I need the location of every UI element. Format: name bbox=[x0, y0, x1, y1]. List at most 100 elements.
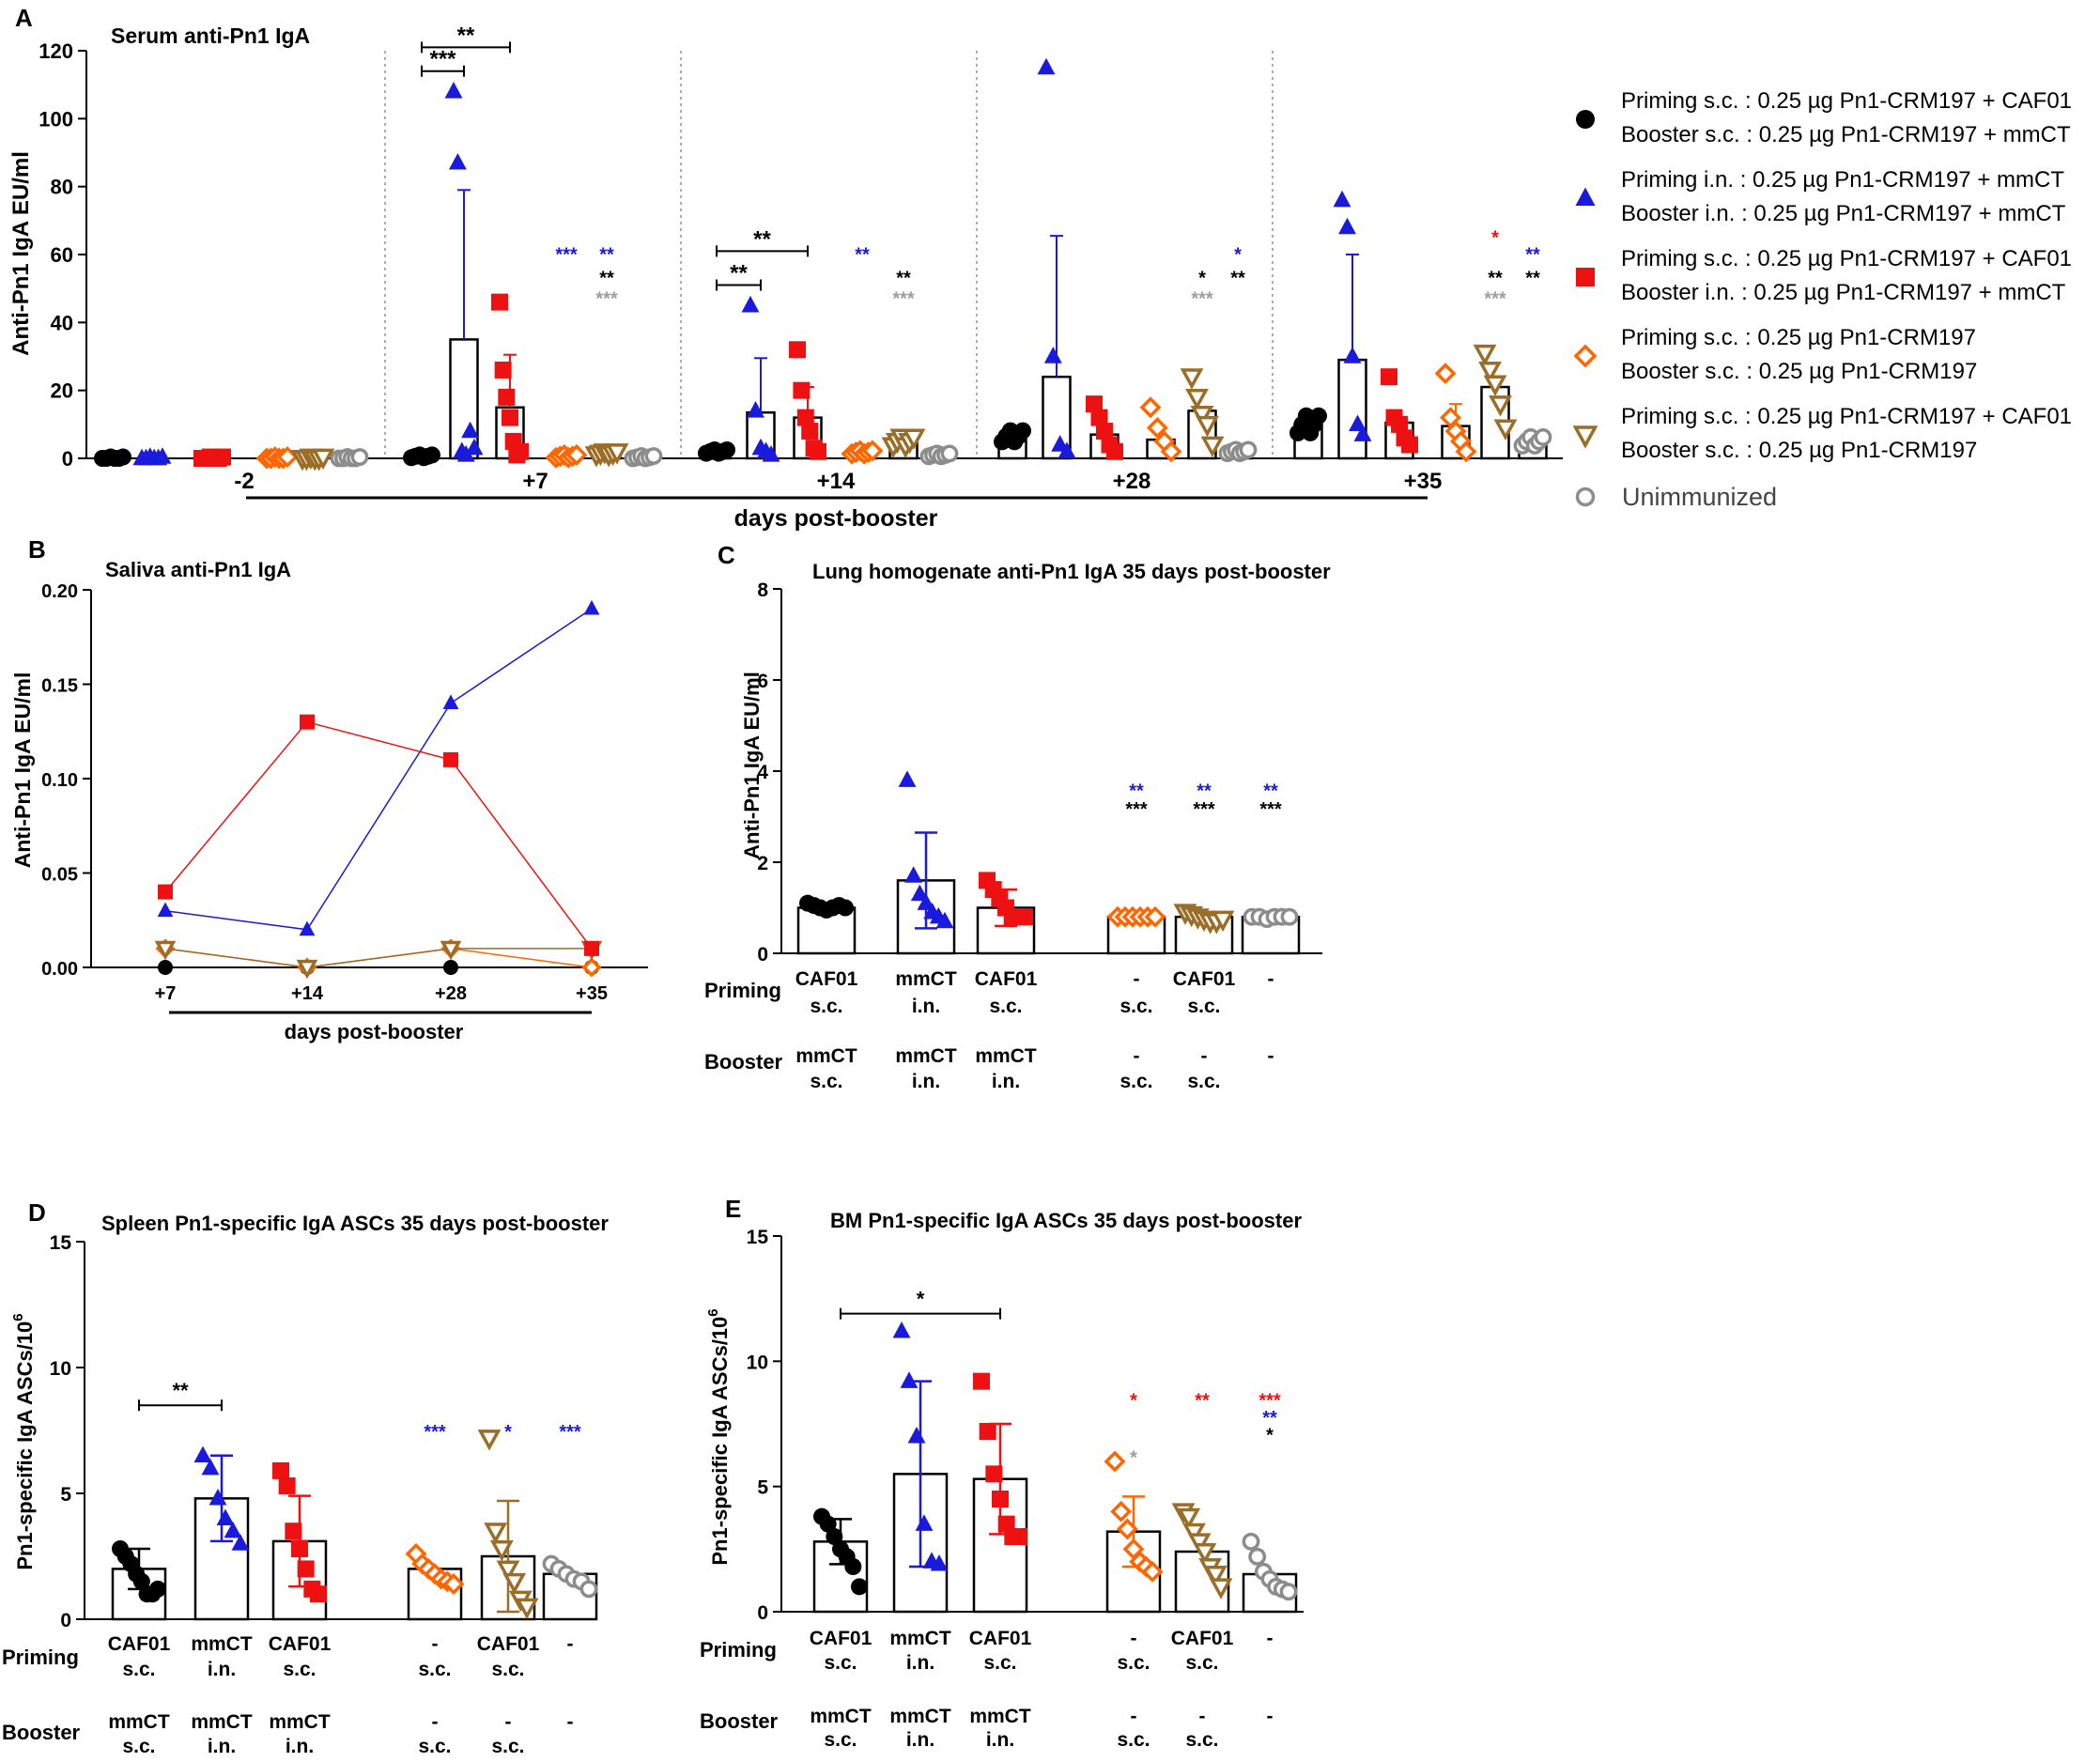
panel-e-priming-label: CAF01 bbox=[969, 1628, 1032, 1649]
panel-b-x-tick-label: +35 bbox=[576, 983, 608, 1004]
panel-e-priming-route: s.c. bbox=[824, 1652, 857, 1674]
panel-b-data-point bbox=[583, 599, 600, 615]
panel-e-sig-star: * bbox=[1130, 1390, 1137, 1411]
legend-g3-priming-text: Priming s.c. : 0.25 µg Pn1-CRM197 + CAF0… bbox=[1621, 246, 2072, 271]
panel-e-data-point bbox=[907, 1426, 926, 1444]
panel-b-x-label: days post-booster bbox=[285, 1020, 464, 1043]
panel-a-data-point bbox=[461, 421, 480, 439]
panel-e-data-point bbox=[915, 1514, 934, 1531]
panel-d-priming-route: s.c. bbox=[283, 1659, 316, 1680]
panel-e-data-point bbox=[1248, 1547, 1267, 1566]
panel-a-data-point bbox=[115, 448, 131, 466]
panel-e-data-point bbox=[826, 1528, 843, 1545]
panel-e-booster-label: - bbox=[1267, 1706, 1274, 1727]
panel-c-priming-label: - bbox=[1268, 968, 1274, 990]
panel-e-data-point bbox=[1104, 1450, 1126, 1473]
panel-e-y-tick-label: 5 bbox=[757, 1477, 768, 1499]
panel-a-data-point bbox=[789, 341, 806, 359]
panel-a-data-point bbox=[1037, 57, 1056, 75]
panel-e-sig-label: * bbox=[917, 1288, 925, 1311]
panel-d-data-point bbox=[216, 1508, 235, 1525]
panel-a-y-tick-label: 0 bbox=[62, 447, 73, 471]
panel-a-x-tick-label: +14 bbox=[817, 469, 856, 494]
panel-a-data-point bbox=[1196, 415, 1219, 438]
panel-b-title: Saliva anti-Pn1 IgA bbox=[105, 558, 291, 581]
panel-d-data-point bbox=[484, 1522, 508, 1544]
panel-c-priming-label: CAF01 bbox=[975, 968, 1038, 990]
panel-d-booster-route: i.n. bbox=[208, 1736, 236, 1757]
panel-d-data-point bbox=[297, 1560, 315, 1578]
panel-a-data-point bbox=[940, 444, 959, 463]
panel-a-sig-star: ** bbox=[1525, 244, 1540, 265]
panel-a-sig-label: ** bbox=[730, 261, 748, 286]
panel-b-data-point bbox=[584, 940, 599, 956]
panel-a-data-point bbox=[902, 428, 926, 450]
panel-d-sig-label: ** bbox=[172, 1379, 189, 1402]
panel-e-booster-route: s.c. bbox=[824, 1729, 857, 1751]
panel-a-y-tick-label: 100 bbox=[39, 107, 73, 131]
panel-a-data-point bbox=[861, 440, 884, 462]
panel-a-sig-star: ** bbox=[855, 244, 870, 265]
panel-c-priming-route: s.c. bbox=[1119, 996, 1152, 1017]
panel-d-booster-label: mmCT bbox=[108, 1711, 170, 1733]
panel-d-booster-label: mmCT bbox=[269, 1711, 331, 1733]
panel-a-data-point bbox=[1146, 416, 1168, 439]
panel-e-booster-label: - bbox=[1199, 1706, 1206, 1727]
panel-a-data-point bbox=[153, 447, 172, 464]
panel-b-data-point bbox=[442, 694, 459, 709]
panel-d-booster-label: - bbox=[432, 1711, 439, 1733]
panel-c-sig-star: *** bbox=[1125, 799, 1148, 820]
panel-e-sig-star: * bbox=[1130, 1448, 1137, 1469]
panel-c-sig-star: ** bbox=[1197, 781, 1212, 801]
panel-a-sig-star: ** bbox=[1230, 269, 1245, 289]
panel-a-data-point bbox=[1455, 440, 1477, 463]
panel-b-series-line bbox=[164, 720, 593, 950]
panel-d-priming-route: s.c. bbox=[418, 1659, 451, 1680]
panel-d-data-point bbox=[149, 1580, 166, 1598]
panel-a-data-point bbox=[214, 448, 231, 466]
panel-a-data-point bbox=[1185, 388, 1209, 410]
panel-c-data-point bbox=[1016, 908, 1033, 926]
panel-b-data-point bbox=[440, 940, 462, 961]
panel-c-y-tick-label: 8 bbox=[757, 580, 768, 601]
panel-b-y-label: Anti-Pn1 IgA EU/ml bbox=[10, 672, 35, 869]
panel-d-booster-route: i.n. bbox=[286, 1736, 314, 1757]
panel-e-data-point bbox=[1209, 1578, 1233, 1600]
panel-a-data-point bbox=[644, 447, 663, 465]
panel-c-row-booster: Booster bbox=[704, 1050, 783, 1074]
panel-c-data-point bbox=[935, 911, 954, 929]
panel-c-y-label: Anti-Pn1 IgA EU/ml bbox=[740, 672, 764, 859]
panel-a-x-tick-label: +28 bbox=[1113, 469, 1151, 494]
panel-c-sig-star: *** bbox=[1259, 799, 1282, 820]
panel-a-data-point bbox=[1190, 406, 1214, 427]
panel-e-priming-label: mmCT bbox=[889, 1628, 951, 1649]
panel-b-data-point bbox=[158, 884, 173, 900]
panel-a-data-point bbox=[1200, 436, 1225, 458]
panel-a-data-point bbox=[1139, 396, 1162, 419]
panel-a-data-point bbox=[491, 293, 508, 311]
panel-d-data-point bbox=[201, 1458, 220, 1476]
panel-c-data-point bbox=[1144, 905, 1166, 928]
panel-a-title: Serum anti-Pn1 IgA bbox=[111, 23, 310, 48]
panel-a-data-point bbox=[1106, 442, 1123, 460]
panel-e-data-point bbox=[900, 1371, 919, 1388]
panel-b-letter: B bbox=[28, 535, 46, 564]
panel-e-data-point bbox=[819, 1515, 837, 1533]
panel-c-booster-route: s.c. bbox=[1187, 1071, 1220, 1092]
panel-c-booster-label: mmCT bbox=[975, 1045, 1037, 1067]
panel-a-bar bbox=[1337, 358, 1367, 460]
panel-e-booster-route: s.c. bbox=[1185, 1729, 1218, 1751]
panel-e-data-point bbox=[892, 1321, 911, 1338]
panel-c-data-point bbox=[917, 893, 935, 910]
panel-e-data-point bbox=[1187, 1533, 1212, 1554]
panel-a-data-point bbox=[605, 443, 629, 465]
panel-a-data-point bbox=[1391, 415, 1408, 433]
panel-e-booster-label: mmCT bbox=[969, 1706, 1031, 1727]
panel-b-data-point bbox=[158, 960, 173, 975]
panel-b-y-tick-label: 0.05 bbox=[41, 865, 78, 886]
panel-a-data-point bbox=[1434, 363, 1457, 385]
panel-a-data-point bbox=[1338, 217, 1356, 235]
panel-e-row-booster: Booster bbox=[700, 1709, 779, 1733]
panel-a-x-label: days post-booster bbox=[734, 505, 938, 532]
panel-a-bar bbox=[449, 338, 479, 460]
